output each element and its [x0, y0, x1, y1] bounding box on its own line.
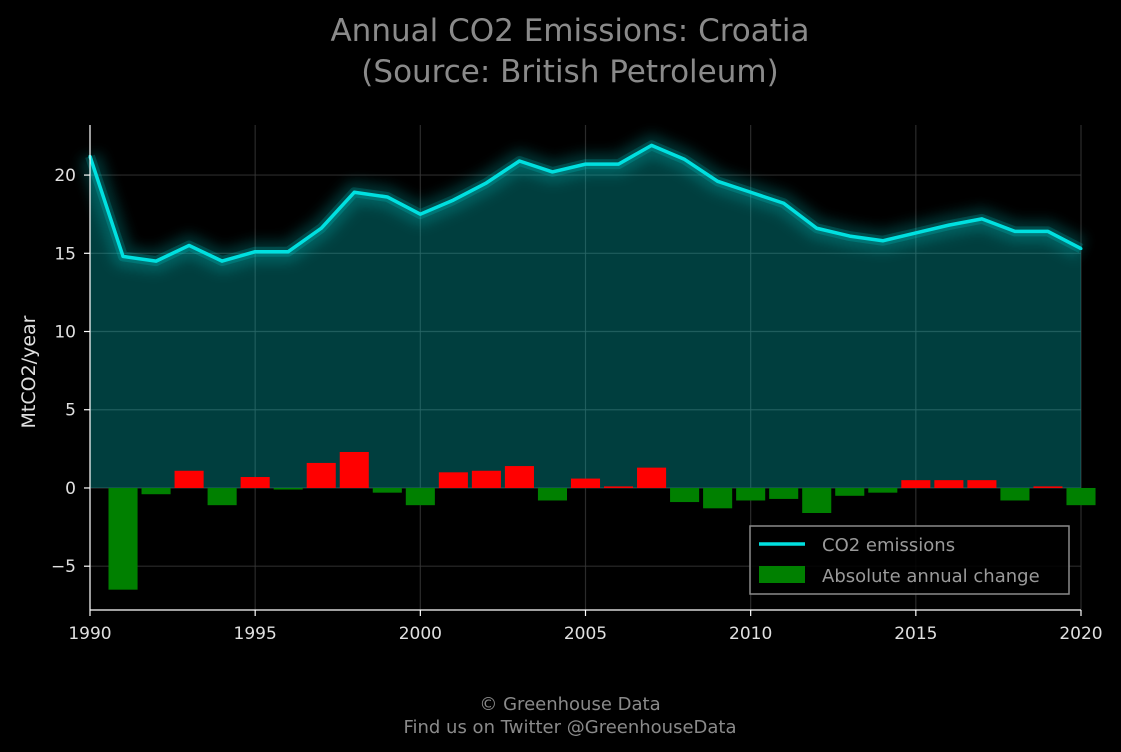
emissions-point	[385, 195, 389, 199]
chart-subtitle: (Source: British Petroleum)	[361, 54, 778, 90]
change-bar	[504, 466, 534, 488]
emissions-point	[154, 259, 158, 263]
y-tick-label: 15	[54, 244, 76, 264]
change-bar	[769, 487, 799, 499]
emissions-point	[881, 239, 885, 243]
change-bar	[1000, 487, 1030, 501]
emissions-point	[121, 254, 125, 258]
change-bar	[108, 487, 138, 590]
change-bar	[1033, 486, 1063, 488]
x-tick-label: 2015	[894, 624, 937, 644]
change-bar	[603, 486, 634, 488]
change-bar	[901, 480, 931, 488]
change-bar	[670, 487, 700, 503]
x-tick-label: 1995	[234, 624, 277, 644]
change-bar	[339, 451, 369, 488]
emissions-point	[584, 162, 587, 166]
x-tick-label: 2010	[729, 624, 772, 644]
emissions-line	[88, 143, 1083, 263]
emissions-point	[286, 250, 290, 254]
emissions-point	[220, 259, 224, 263]
emissions-point	[980, 217, 984, 221]
emissions-point	[1079, 247, 1083, 251]
emissions-point	[1046, 229, 1050, 233]
emissions-point	[848, 234, 852, 238]
change-bar	[438, 472, 468, 488]
change-bar	[637, 467, 667, 488]
change-bar	[967, 480, 997, 488]
change-bar	[703, 487, 733, 509]
footer-copyright: © Greenhouse Data	[479, 694, 660, 715]
x-tick-label: 2000	[399, 624, 442, 644]
x-tick-label: 2005	[564, 624, 607, 644]
y-axis-label: MtCO2/year	[18, 315, 40, 428]
change-bar	[802, 487, 832, 513]
emissions-point	[484, 181, 488, 185]
emissions-area-fill	[90, 145, 1081, 488]
change-bar	[273, 487, 303, 490]
change-bar	[207, 487, 237, 506]
emissions-point	[1013, 229, 1017, 233]
y-tick-label: 20	[54, 166, 76, 186]
y-axis-ticks: −5 0 5 10 15 20	[51, 166, 90, 577]
emissions-point	[352, 190, 356, 194]
change-bar	[835, 487, 865, 496]
change-bar	[471, 470, 501, 488]
emissions-point	[683, 157, 687, 161]
emissions-point	[187, 243, 191, 247]
legend-label-change: Absolute annual change	[822, 566, 1040, 587]
emissions-point	[319, 226, 323, 230]
y-tick-label: −5	[51, 557, 76, 577]
emissions-point	[815, 226, 819, 230]
change-bar	[372, 487, 402, 493]
emissions-point	[253, 250, 257, 254]
annual-change-bars	[108, 451, 1096, 590]
change-bar	[141, 487, 171, 495]
x-tick-label: 2020	[1059, 624, 1102, 644]
emissions-point	[418, 212, 422, 216]
legend: CO2 emissions Absolute annual change	[749, 525, 1070, 595]
footer-twitter: Find us on Twitter @GreenhouseData	[403, 717, 736, 738]
legend-label-emissions: CO2 emissions	[822, 535, 955, 556]
emissions-area	[90, 145, 1081, 488]
change-bar	[537, 487, 568, 501]
y-tick-label: 10	[54, 323, 76, 343]
change-bar	[174, 470, 204, 488]
emissions-point	[749, 190, 753, 194]
change-bar	[1066, 487, 1096, 506]
x-axis-ticks: 1990 1995 2000 2005 2010 2015 2020	[68, 610, 1103, 644]
y-tick-label: 5	[65, 401, 76, 421]
change-bar	[240, 477, 270, 488]
x-tick-label: 1990	[68, 624, 111, 644]
emissions-point	[617, 162, 621, 166]
change-bar	[934, 480, 964, 488]
emissions-point	[451, 198, 455, 202]
change-bar	[736, 487, 766, 501]
change-bar	[306, 462, 336, 488]
emissions-point	[650, 143, 654, 147]
emissions-point	[947, 223, 951, 227]
legend-bar-swatch	[759, 566, 805, 583]
emissions-point	[914, 231, 918, 235]
y-tick-label: 0	[65, 479, 76, 499]
emissions-point	[517, 159, 521, 163]
chart-title: Annual CO2 Emissions: Croatia	[330, 13, 809, 49]
change-bar	[405, 487, 435, 506]
emissions-point	[550, 170, 554, 174]
change-bar	[570, 478, 601, 488]
change-bar	[868, 487, 898, 493]
emissions-point	[782, 201, 786, 205]
emissions-point	[716, 179, 720, 183]
